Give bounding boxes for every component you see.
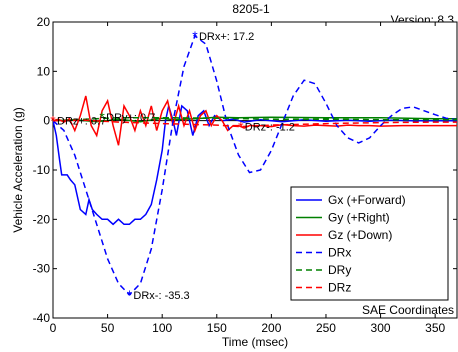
legend: Gx (+Forward) Gy (+Right) Gz (+Down) DRx DRy… — [290, 186, 449, 301]
legend-label: DRx — [328, 246, 351, 260]
y-tick-label: 20 — [37, 15, 51, 29]
x-tick-label: 300 — [371, 321, 391, 335]
x-axis: 0 50 100 150 200 250 300 350 — [50, 22, 445, 335]
x-tick-label: 250 — [316, 321, 336, 335]
corner-note: SAE Coordinates — [362, 303, 454, 317]
y-tick-label: -30 — [33, 262, 51, 276]
legend-box — [290, 186, 449, 301]
series-gz-line — [53, 95, 457, 146]
annotation-marker: * — [127, 287, 133, 303]
annotations: * DRx+: 17.2* DRx-: -35.3* DRz+: 0.7* DRy+: … — [50, 28, 295, 303]
series-dry-dashed — [53, 116, 457, 122]
y-axis-label: Vehicle Acceleration (g) — [11, 107, 25, 232]
y-tick-label: -20 — [33, 212, 51, 226]
y-tick-label: 0 — [43, 114, 50, 128]
legend-label: DRz — [328, 281, 351, 295]
annotation-label: DRz+: 0.7 — [57, 116, 106, 128]
annotation-marker: * — [99, 109, 105, 125]
annotation-marker: * — [238, 119, 244, 135]
legend-label: Gx (+Forward) — [328, 193, 406, 207]
annotation-marker: * — [192, 28, 198, 44]
x-tick-label: 350 — [425, 321, 445, 335]
annotation-label: DRx+: 17.2 — [199, 31, 254, 43]
y-tick-label: -10 — [33, 163, 51, 177]
annotation-label: DRy+: 0.7 — [106, 112, 155, 124]
x-tick-label: 0 — [50, 321, 57, 335]
legend-label: DRy — [328, 263, 351, 277]
x-axis-label: Time (msec) — [222, 335, 288, 349]
annotation-marker: * — [50, 113, 56, 129]
series-drx-dashed — [53, 34, 457, 296]
series-drz-dashed — [53, 119, 457, 128]
y-tick-label: -40 — [33, 311, 51, 325]
x-tick-label: 100 — [152, 321, 172, 335]
y-tick-label: 10 — [37, 64, 51, 78]
annotation-label: DRx-: -35.3 — [133, 290, 189, 302]
legend-label: Gy (+Right) — [328, 211, 390, 225]
x-tick-label: 150 — [207, 321, 227, 335]
legend-label: Gz (+Down) — [328, 228, 392, 242]
chart-title: 8205-1 — [232, 2, 270, 16]
x-tick-label: 50 — [101, 321, 115, 335]
series-lines — [53, 34, 457, 296]
annotation-label: DRz-: -1.2 — [245, 122, 295, 134]
series-gx-line — [53, 104, 457, 226]
x-tick-label: 200 — [261, 321, 281, 335]
